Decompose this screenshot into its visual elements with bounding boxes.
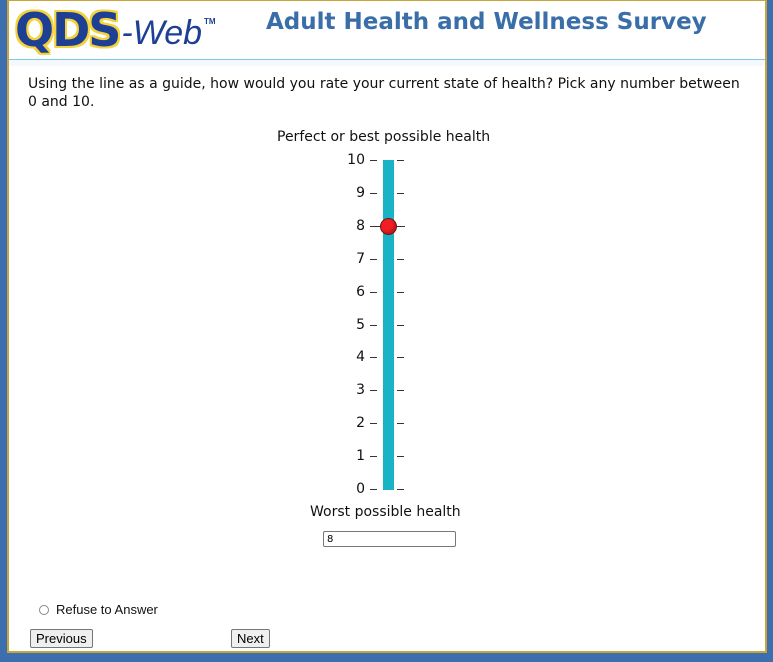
tick-label: 6 — [356, 283, 365, 300]
tick-mark-left — [370, 258, 377, 260]
survey-title: Adult Health and Wellness Survey — [266, 9, 707, 35]
scale-tick: 6 — [329, 284, 409, 300]
tick-label: 8 — [356, 217, 365, 234]
refuse-label: Refuse to Answer — [56, 602, 158, 617]
scale-tick: 2 — [329, 415, 409, 431]
logo-trademark: TM — [204, 17, 216, 26]
scale-tick: 4 — [329, 349, 409, 365]
tick-mark-left — [370, 456, 377, 458]
logo-suffix: -Web — [121, 14, 203, 52]
tick-label: 4 — [356, 349, 365, 366]
tick-label: 0 — [356, 481, 365, 497]
question-text: Using the line as a guide, how would you… — [28, 76, 740, 110]
scale-tick: 7 — [329, 251, 409, 267]
tick-mark-right — [397, 258, 404, 260]
tick-mark-left — [370, 357, 377, 359]
tick-mark-right — [397, 456, 404, 458]
tick-mark-right — [397, 489, 404, 490]
next-button[interactable]: Next — [231, 629, 270, 648]
tick-label: 2 — [356, 415, 365, 432]
refuse-radio-button[interactable] — [39, 604, 49, 615]
tick-mark-left — [370, 423, 377, 425]
rating-scale-bar[interactable] — [383, 160, 394, 490]
tick-mark-right — [397, 357, 404, 359]
scale-tick: 9 — [329, 185, 409, 201]
refuse-to-answer-option[interactable]: Refuse to Answer — [39, 602, 158, 617]
tick-mark-left — [370, 324, 377, 326]
tick-mark-right — [397, 160, 404, 161]
logo-main: QDS — [15, 3, 121, 57]
scale-tick: 1 — [329, 448, 409, 464]
header: QDS -Web TM Adult Health and Wellness Su… — [9, 1, 765, 60]
tick-mark-right — [397, 324, 404, 326]
scale-tick: 5 — [329, 317, 409, 333]
header-divider — [9, 60, 765, 66]
tick-label: 1 — [356, 448, 365, 465]
tick-mark-right — [397, 291, 404, 293]
tick-mark-left — [370, 489, 377, 490]
tick-label: 5 — [356, 316, 365, 333]
tick-mark-right — [397, 390, 404, 392]
scale-top-label: Perfect or best possible health — [277, 129, 491, 145]
tick-label: 9 — [356, 184, 365, 201]
rating-value-input[interactable] — [323, 531, 456, 547]
tick-mark-left — [370, 390, 377, 392]
tick-mark-left — [370, 160, 377, 161]
tick-label: 7 — [356, 250, 365, 267]
tick-mark-left — [370, 192, 377, 194]
tick-label: 3 — [356, 382, 365, 399]
scale-bottom-label: Worst possible health — [310, 504, 461, 520]
tick-mark-right — [397, 192, 404, 194]
scale-tick: 0 — [329, 481, 409, 497]
rating-marker-handle[interactable] — [380, 217, 397, 235]
tick-mark-left — [370, 291, 377, 293]
scale-tick: 3 — [329, 382, 409, 398]
tick-label: 10 — [347, 152, 365, 168]
survey-page: QDS -Web TM Adult Health and Wellness Su… — [7, 0, 767, 653]
tick-mark-right — [397, 423, 404, 425]
scale-tick: 10 — [329, 152, 409, 168]
previous-button[interactable]: Previous — [30, 629, 93, 648]
qds-web-logo: QDS -Web TM — [15, 5, 216, 55]
